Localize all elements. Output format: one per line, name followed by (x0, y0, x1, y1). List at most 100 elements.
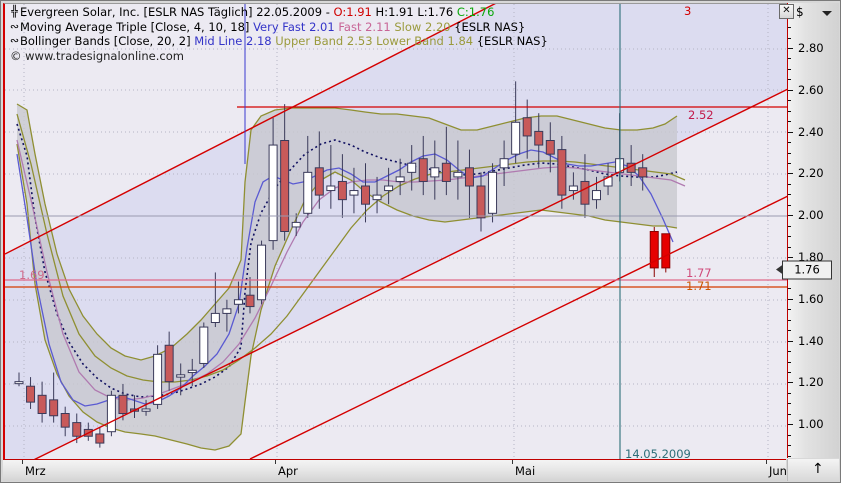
price-minor-tick (788, 100, 791, 102)
candle-body (14, 381, 24, 385)
annotation-resistance-252: 2.52 (688, 108, 714, 122)
price-tick (788, 173, 793, 175)
price-minor-tick (788, 194, 791, 196)
price-tick-label: 1.60 (798, 291, 824, 306)
candle-body (522, 117, 532, 137)
candle-body (430, 167, 440, 178)
price-minor-tick (788, 236, 791, 238)
price-tick-label: 1.40 (798, 333, 824, 348)
price-minor-tick (788, 246, 791, 248)
price-tick (788, 340, 793, 342)
price-minor-tick (788, 309, 791, 311)
price-tick (788, 298, 793, 300)
candle-body (545, 140, 555, 155)
bb-lower-value: 1.84 (447, 34, 474, 49)
ma-name: Moving Average Triple (20, 19, 147, 34)
copyright-text: © www.tradesignalonline.com (10, 49, 184, 63)
high-value: 1.91 (388, 5, 414, 19)
cursor-date-label: 14.05.2009 (625, 447, 691, 459)
price-minor-tick (788, 152, 791, 154)
price-minor-tick (788, 413, 791, 415)
ma-source: {ESLR NAS} (454, 19, 526, 34)
candle-body (118, 394, 128, 414)
price-minor-tick (788, 330, 791, 332)
candle-body (661, 233, 671, 269)
date-tick (766, 460, 767, 464)
date-tick-label: Mrz (25, 464, 46, 478)
price-axis[interactable]: $ 2.80 2.60 2.40 2.20 2.00 1.80 1.60 1.40 1.20 1.… (776, 3, 839, 458)
date-tick-label: Mai (515, 464, 536, 478)
bb-upper-label: Upper Band (275, 34, 344, 49)
candle-body (337, 180, 347, 201)
price-tick-label: 1.20 (798, 375, 824, 390)
price-minor-tick (788, 371, 791, 373)
candle-body (37, 394, 47, 414)
candle-body (280, 140, 290, 232)
date-tick-label: Apr (278, 464, 298, 478)
candle-body (580, 180, 590, 205)
bb-lower-label: Lower Band (376, 34, 444, 49)
dash: - (325, 5, 330, 19)
trendline-channel-lower (33, 88, 788, 459)
wave-icon: ∾ (9, 34, 20, 48)
candle-body (499, 158, 509, 169)
price-tick-label: 1.00 (798, 417, 824, 432)
legend-row-price: ╬ Evergreen Solar, Inc. [ESLR NAS Täglich… (9, 5, 548, 20)
candle-body (476, 185, 486, 219)
price-minor-tick (788, 110, 791, 112)
instrument-name: Evergreen Solar, Inc. (20, 5, 140, 19)
candle-body (199, 326, 209, 364)
price-minor-tick (788, 225, 791, 227)
current-price-badge: 1.76 (776, 260, 832, 280)
price-minor-tick (788, 445, 791, 447)
candle-body (511, 121, 521, 155)
price-tick (788, 131, 793, 133)
ma-very-fast-label: Very Fast (253, 19, 306, 34)
candlestick-series (14, 81, 671, 448)
close-label: C: (456, 5, 469, 19)
price-tick (788, 89, 793, 91)
candle-body (407, 162, 417, 173)
candle-body (534, 130, 544, 146)
candle-body (257, 244, 267, 301)
candle-body (26, 385, 36, 403)
bb-upper-value: 2.53 (346, 34, 373, 49)
bb-params: [Close, 20, 2] (113, 34, 191, 49)
ma-params: [Close, 4, 10, 18] (150, 19, 250, 34)
candle-body (326, 185, 336, 192)
ma-slow-value: 2.20 (424, 19, 451, 34)
chart-legend: ╬ Evergreen Solar, Inc. [ESLR NAS Täglich… (9, 5, 548, 49)
bb-name: Bollinger Bands (20, 34, 111, 49)
legend-row-bollinger[interactable]: ∾Bollinger Bands [Close, 20, 2] Mid Line… (9, 34, 548, 49)
bollinger-upper-line (16, 103, 678, 361)
candle-body (557, 149, 567, 196)
candle-body (222, 308, 232, 314)
open-value: 1.91 (346, 5, 372, 19)
candle-body (372, 194, 382, 201)
candle-body (314, 167, 324, 196)
date-axis[interactable]: Mrz Apr Mai Jun (3, 459, 787, 481)
chevron-down-icon[interactable] (822, 11, 832, 16)
candle-body (384, 185, 394, 192)
low-label: L: (417, 5, 428, 19)
candle-body (141, 408, 151, 412)
price-tick (788, 48, 793, 49)
price-tick (788, 215, 793, 217)
chart-plot-area[interactable]: 3 2.52 1.69 1.77 1.71 14.05.2009 ╬ Evergr… (3, 3, 788, 459)
price-minor-tick (788, 288, 791, 290)
candle-body (649, 231, 659, 269)
axis-corner: ↑ (787, 459, 839, 481)
candle-body (95, 433, 105, 444)
low-value: 1.76 (427, 5, 454, 19)
currency-symbol: $ (796, 5, 804, 19)
high-label: H: (375, 5, 389, 19)
close-icon[interactable]: ✕ (779, 4, 794, 19)
price-minor-tick (788, 142, 791, 144)
price-minor-tick (788, 392, 791, 394)
candle-body (233, 299, 243, 305)
legend-row-moving-average[interactable]: ∾Moving Average Triple [Close, 4, 10, 18… (9, 20, 548, 35)
price-tick (788, 382, 793, 384)
ma-slow-line (16, 113, 686, 383)
trendline-support-rising (249, 195, 788, 459)
price-minor-tick (788, 27, 791, 29)
